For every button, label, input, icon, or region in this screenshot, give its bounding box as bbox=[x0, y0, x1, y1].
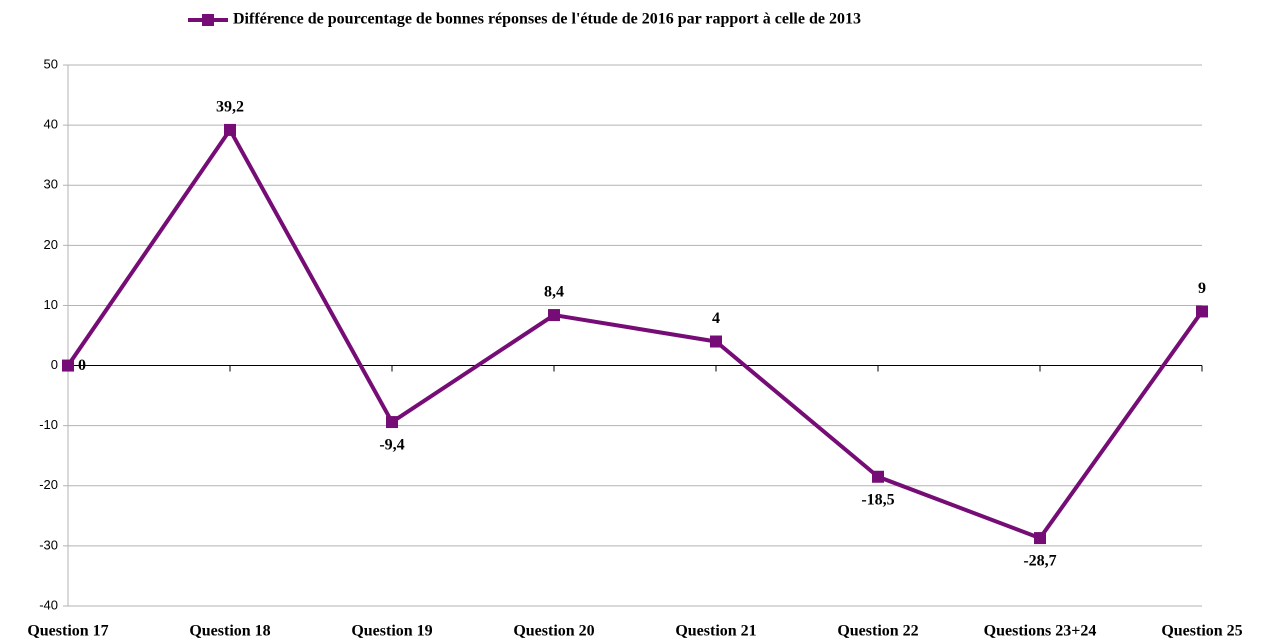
x-tick-label: Question 17 bbox=[27, 623, 108, 640]
data-label: 8,4 bbox=[544, 284, 564, 301]
x-tick-label: Question 18 bbox=[189, 623, 270, 640]
y-tick-label: 40 bbox=[44, 117, 58, 132]
marker bbox=[1034, 532, 1046, 545]
data-label: -18,5 bbox=[861, 491, 894, 508]
y-tick-label: 20 bbox=[44, 237, 58, 252]
marker bbox=[548, 309, 560, 322]
y-tick-label: 50 bbox=[44, 56, 58, 71]
x-tick-label: Question 20 bbox=[513, 623, 594, 640]
series-line bbox=[66, 127, 1204, 541]
x-tick-label: Question 22 bbox=[837, 623, 918, 640]
y-tick-label: -20 bbox=[39, 477, 58, 492]
y-tick-label: -10 bbox=[39, 417, 58, 432]
x-tick-label: Question 21 bbox=[675, 623, 756, 640]
marker bbox=[1196, 305, 1208, 318]
marker bbox=[386, 416, 398, 429]
y-tick-label: -40 bbox=[39, 597, 58, 612]
data-label: 0 bbox=[78, 357, 86, 374]
y-tick-label: -30 bbox=[39, 537, 58, 552]
data-label: 39,2 bbox=[216, 99, 244, 116]
y-tick-label: 30 bbox=[44, 177, 58, 192]
x-tick-label: Questions 23+24 bbox=[984, 623, 1097, 640]
y-tick-label: 0 bbox=[51, 357, 58, 372]
data-label: -9,4 bbox=[379, 437, 404, 454]
x-tick-label: Question 25 bbox=[1161, 623, 1242, 640]
legend-marker bbox=[202, 14, 214, 26]
marker bbox=[710, 335, 722, 348]
y-tick-label: 10 bbox=[44, 297, 58, 312]
data-label: -28,7 bbox=[1023, 553, 1056, 570]
x-tick-label: Question 19 bbox=[351, 623, 432, 640]
data-label: 9 bbox=[1198, 280, 1206, 297]
marker bbox=[872, 470, 884, 483]
marker bbox=[224, 123, 236, 136]
legend-label: Différence de pourcentage de bonnes répo… bbox=[233, 11, 861, 28]
data-label: 4 bbox=[712, 310, 720, 327]
marker bbox=[62, 359, 74, 372]
